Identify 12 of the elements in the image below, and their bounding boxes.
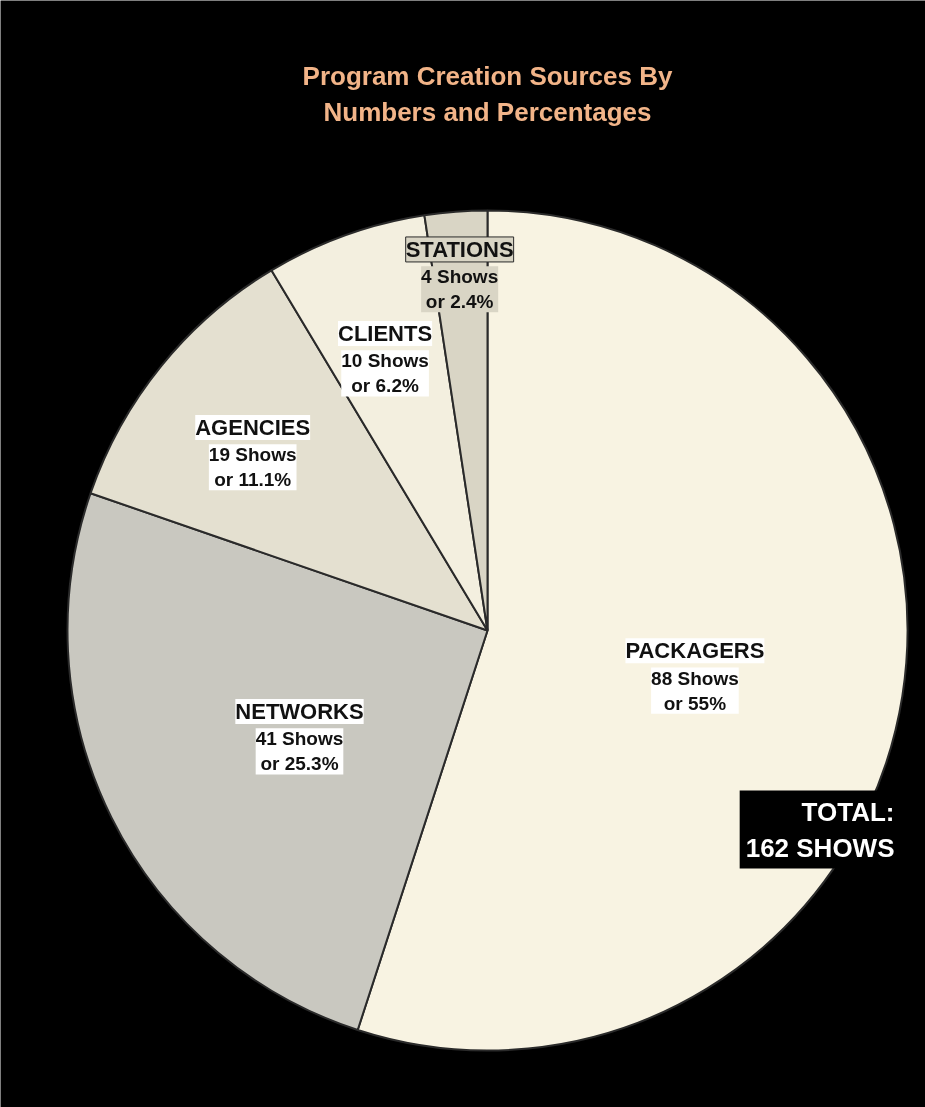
- slice-label: NETWORKS: [235, 699, 364, 725]
- text: TOTAL: 162 SHOWS: [745, 796, 895, 863]
- slice-label: CLIENTS: [338, 320, 433, 346]
- data-label: 4 Shows or 2.4%: [421, 266, 499, 313]
- data-label: 19 Shows or 11.1%: [208, 444, 297, 491]
- slice-label: PACKAGERS: [625, 638, 765, 664]
- data-label: 10 Shows or 6.2%: [341, 350, 429, 397]
- slice-label: AGENCIES: [195, 414, 311, 440]
- data-label: 88 Shows or 55%: [651, 667, 739, 714]
- chart-title: Program Creation Sources By Numbers and Percentages: [302, 60, 673, 127]
- data-label: 41 Shows or 25.3%: [255, 728, 344, 775]
- slice-label: STATIONS: [405, 236, 514, 262]
